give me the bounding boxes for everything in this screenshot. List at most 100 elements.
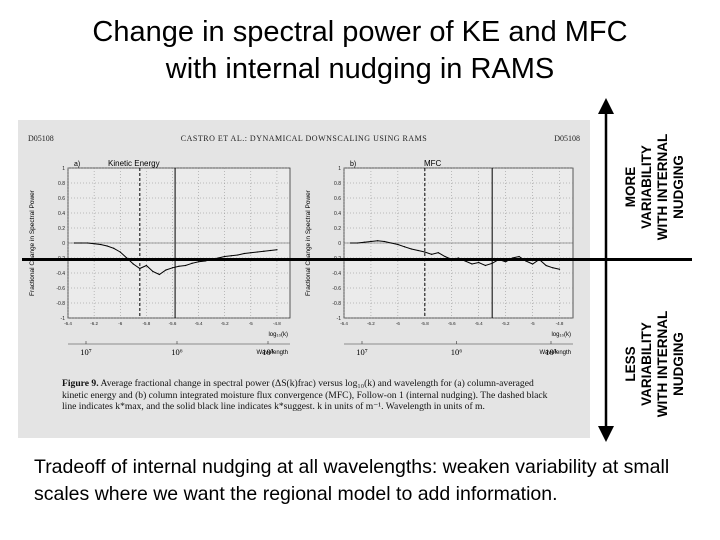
data-point	[191, 262, 193, 264]
figure-caption: Figure 9. Average fractional change in s…	[62, 378, 562, 413]
data-point	[397, 243, 399, 246]
chart-mfc: 10.80.60.40.20-0.2-0.4-0.6-0.8-1-6.4-6.2…	[305, 159, 574, 357]
wavelength-tick-label: 10⁵	[545, 347, 557, 357]
data-point	[132, 263, 134, 265]
wavelength-tick-label: 10⁵	[262, 347, 274, 357]
y-tick-label: 0	[62, 241, 65, 247]
x-tick-label: -6.4	[64, 321, 72, 326]
less-line-2: VARIABILITY	[639, 322, 654, 406]
title-line-2: with internal nudging in RAMS	[165, 53, 555, 85]
panel-title: MFC	[424, 159, 442, 168]
header-right: D05108	[554, 134, 580, 143]
x-tick-label: -5	[531, 321, 535, 326]
data-point	[478, 261, 480, 264]
divider-line	[22, 258, 692, 261]
data-point	[263, 250, 265, 252]
data-point	[410, 248, 412, 250]
wavelength-label: Wavelength	[257, 350, 288, 356]
data-point	[145, 264, 147, 267]
x-tick-label: -6	[396, 321, 400, 326]
data-point	[437, 252, 439, 254]
series-line	[74, 242, 277, 276]
data-point	[178, 265, 180, 267]
data-point	[93, 243, 95, 245]
data-point	[86, 242, 89, 244]
y-axis-label: Fractional Change in Spectral Power	[305, 189, 312, 296]
data-point	[356, 242, 359, 244]
data-point	[256, 251, 258, 253]
x-tick-label: -5.2	[502, 321, 510, 326]
x-tick-label: -5.2	[221, 321, 229, 326]
less-line-1: LESS	[623, 346, 638, 382]
data-point	[152, 270, 154, 273]
more-line-2: VARIABILITY	[639, 145, 654, 229]
y-tick-label: 0.4	[58, 211, 65, 217]
data-point	[171, 267, 174, 269]
data-point	[113, 247, 115, 249]
more-variability-label: MORE VARIABILITY WITH INTERNAL NUDGING	[623, 97, 687, 277]
x-axis-label: log₁₀(k)	[551, 332, 571, 338]
chart-kinetic-energy: 10.80.60.40.20-0.2-0.4-0.6-0.8-1-6.4-6.2…	[29, 159, 291, 357]
y-tick-label: -0.6	[332, 286, 341, 292]
data-point	[545, 264, 547, 267]
wavelength-tick-label: 10⁶	[451, 347, 463, 357]
x-tick-label: -5.8	[142, 321, 150, 326]
data-point	[139, 267, 141, 270]
panel-letter: b)	[350, 161, 356, 168]
x-tick-label: -6.4	[340, 321, 348, 326]
less-line-4: NUDGING	[671, 332, 686, 396]
data-point	[269, 249, 272, 252]
less-variability-label: LESS VARIABILITY WITH INTERNAL NUDGING	[623, 274, 687, 454]
double-arrow-icon	[598, 98, 614, 442]
y-tick-label: 1	[338, 166, 341, 172]
more-line-1: MORE	[623, 166, 638, 208]
data-point	[505, 261, 507, 263]
figure-header: D05108 CASTRO ET AL.: DYNAMICAL DOWNSCAL…	[28, 134, 580, 148]
data-point	[558, 268, 561, 270]
data-point	[491, 262, 493, 264]
data-point	[377, 240, 379, 242]
data-point	[404, 246, 406, 248]
y-tick-label: 0.8	[58, 181, 65, 187]
wavelength-tick-label: 10⁷	[80, 347, 92, 357]
data-point	[390, 242, 392, 244]
more-line-3: WITH INTERNAL	[655, 133, 670, 241]
data-point	[350, 242, 352, 244]
data-point	[230, 255, 232, 257]
panel-title: Kinetic Energy	[108, 159, 160, 168]
panel-mfc: 10.80.60.40.20-0.2-0.4-0.6-0.8-1-6.4-6.2…	[300, 150, 585, 365]
slide-title: Change in spectral power of KE and MFC w…	[0, 14, 720, 88]
more-line-4: NUDGING	[671, 155, 686, 219]
data-point	[484, 264, 487, 267]
data-point	[165, 269, 167, 271]
header-center: CASTRO ET AL.: DYNAMICAL DOWNSCALING USI…	[180, 134, 428, 143]
y-tick-label: -0.6	[56, 286, 65, 292]
data-point	[531, 263, 534, 265]
data-point	[552, 267, 554, 269]
wavelength-tick-label: 10⁷	[356, 347, 368, 357]
data-point	[383, 240, 386, 243]
panel-letter: a)	[74, 161, 80, 168]
data-point	[184, 264, 187, 267]
y-tick-label: 0.2	[58, 226, 65, 232]
caption-label: Figure 9.	[62, 378, 99, 389]
bottom-text: Tradeoff of internal nudging at all wave…	[34, 456, 670, 505]
data-point	[106, 245, 108, 247]
data-point	[243, 252, 245, 255]
header-left: D05108	[28, 134, 54, 143]
x-axis-label: log₁₀(k)	[268, 332, 288, 338]
y-tick-label: -0.4	[332, 271, 341, 277]
data-point	[370, 240, 372, 243]
data-point	[197, 261, 200, 263]
y-tick-label: -0.4	[56, 271, 65, 277]
x-tick-label: -5.6	[169, 321, 177, 326]
data-point	[471, 263, 473, 265]
data-point	[424, 251, 426, 253]
y-tick-label: -0.8	[332, 301, 341, 307]
y-tick-label: 0.4	[334, 211, 341, 217]
panel-kinetic-energy: 10.80.60.40.20-0.2-0.4-0.6-0.8-1-6.4-6.2…	[24, 150, 302, 365]
data-point	[444, 255, 446, 258]
data-point	[100, 243, 102, 246]
data-point	[276, 249, 278, 251]
y-tick-label: 0.6	[334, 196, 341, 202]
